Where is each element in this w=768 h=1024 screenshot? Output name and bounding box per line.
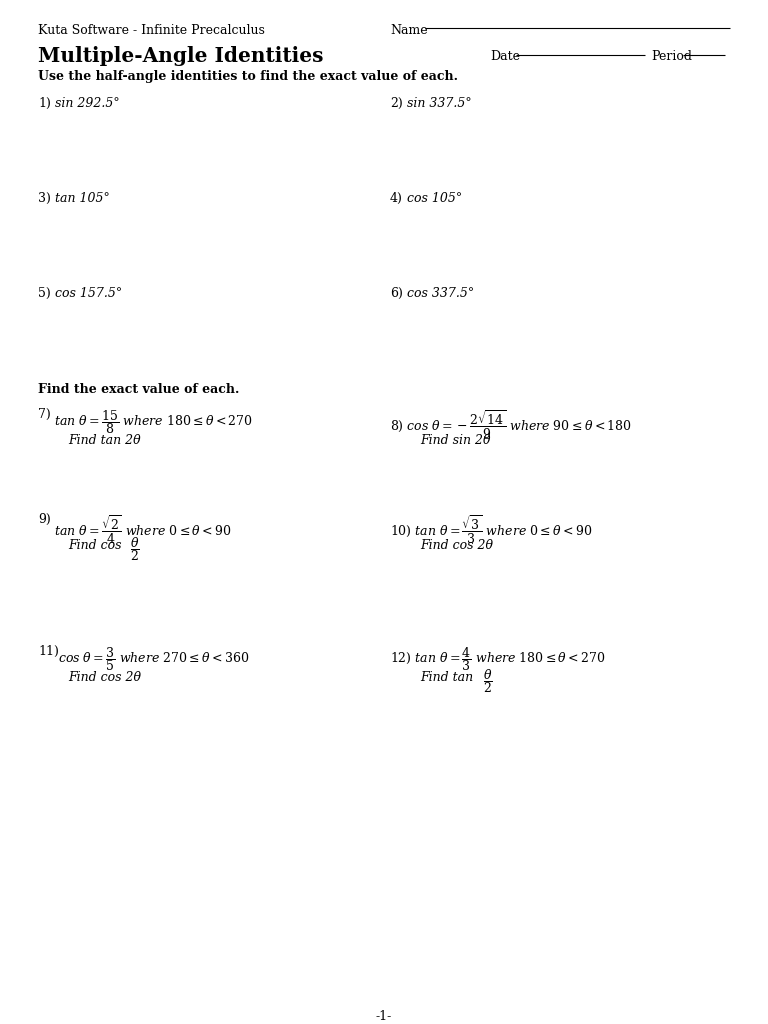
- Text: $\dfrac{\theta}{2}$: $\dfrac{\theta}{2}$: [130, 535, 140, 563]
- Text: Kuta Software - Infinite Precalculus: Kuta Software - Infinite Precalculus: [38, 24, 265, 37]
- Text: sin 292.5°: sin 292.5°: [55, 97, 120, 110]
- Text: cos 337.5°: cos 337.5°: [407, 287, 474, 300]
- Text: 11): 11): [38, 645, 59, 658]
- Text: $\mathit{tan}\ \theta = \dfrac{\sqrt{2}}{4}\ \mathit{where}\ 0 \leq \theta < 90$: $\mathit{tan}\ \theta = \dfrac{\sqrt{2}}…: [54, 513, 232, 546]
- Text: $\mathit{cos}\ \theta = \dfrac{3}{5}\ \mathit{where}\ 270 \leq \theta < 360$: $\mathit{cos}\ \theta = \dfrac{3}{5}\ \m…: [58, 645, 250, 673]
- Text: 5): 5): [38, 287, 51, 300]
- Text: 2): 2): [390, 97, 402, 110]
- Text: Find cos 2θ: Find cos 2θ: [420, 539, 493, 552]
- Text: 6): 6): [390, 287, 403, 300]
- Text: -1-: -1-: [376, 1010, 392, 1023]
- Text: Find tan: Find tan: [420, 671, 473, 684]
- Text: 9): 9): [38, 513, 51, 526]
- Text: Date: Date: [490, 50, 520, 63]
- Text: cos 105°: cos 105°: [407, 193, 462, 205]
- Text: Period: Period: [651, 50, 692, 63]
- Text: $\mathit{8)}\ \mathit{cos}\ \theta = -\dfrac{2\sqrt{14}}{9}\ \mathit{where}\ 90 : $\mathit{8)}\ \mathit{cos}\ \theta = -\d…: [390, 408, 632, 440]
- Text: 7): 7): [38, 408, 51, 421]
- Text: Find cos 2θ: Find cos 2θ: [68, 671, 141, 684]
- Text: 3): 3): [38, 193, 51, 205]
- Text: Find tan 2θ: Find tan 2θ: [68, 434, 141, 447]
- Text: sin 337.5°: sin 337.5°: [407, 97, 472, 110]
- Text: Multiple-Angle Identities: Multiple-Angle Identities: [38, 46, 323, 66]
- Text: Find cos: Find cos: [68, 539, 121, 552]
- Text: $\dfrac{\theta}{2}$: $\dfrac{\theta}{2}$: [483, 667, 493, 695]
- Text: 1): 1): [38, 97, 51, 110]
- Text: tan 105°: tan 105°: [55, 193, 110, 205]
- Text: Use the half-angle identities to find the exact value of each.: Use the half-angle identities to find th…: [38, 70, 458, 83]
- Text: $\mathit{12)}\ \mathit{tan}\ \theta = \dfrac{4}{3}\ \mathit{where}\ 180 \leq \th: $\mathit{12)}\ \mathit{tan}\ \theta = \d…: [390, 645, 606, 673]
- Text: $\mathit{10)}\ \mathit{tan}\ \theta = \dfrac{\sqrt{3}}{3}\ \mathit{where}\ 0 \le: $\mathit{10)}\ \mathit{tan}\ \theta = \d…: [390, 513, 592, 546]
- Text: cos 157.5°: cos 157.5°: [55, 287, 122, 300]
- Text: Find the exact value of each.: Find the exact value of each.: [38, 383, 240, 396]
- Text: Find sin 2θ: Find sin 2θ: [420, 434, 491, 447]
- Text: Name: Name: [390, 24, 428, 37]
- Text: $\mathit{tan}\ \theta = \dfrac{15}{8}\ \mathit{where}\ 180 \leq \theta < 270$: $\mathit{tan}\ \theta = \dfrac{15}{8}\ \…: [54, 408, 253, 436]
- Text: 4): 4): [390, 193, 403, 205]
